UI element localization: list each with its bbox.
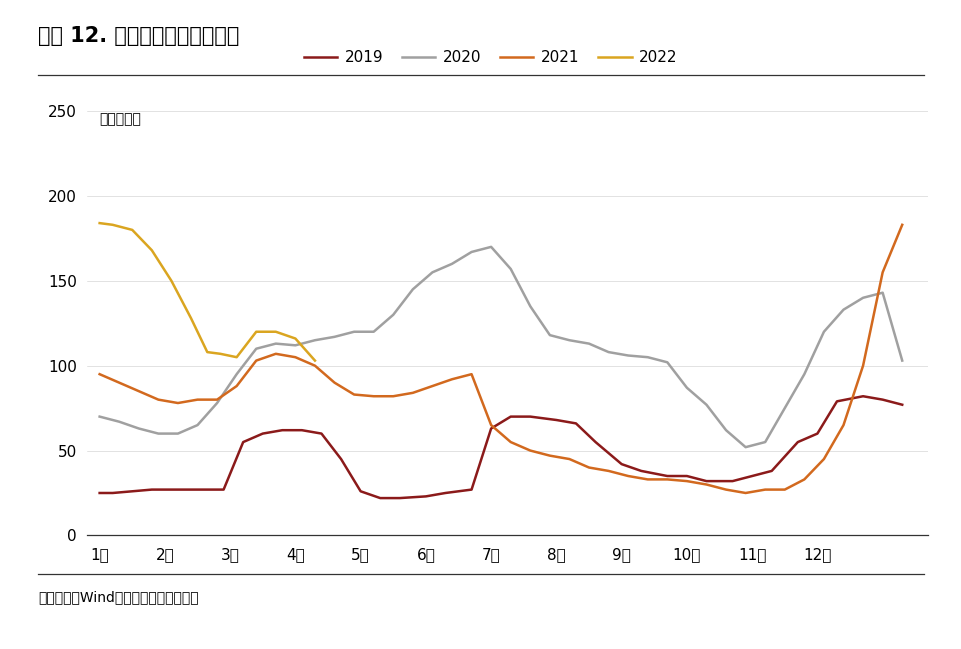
Legend: 2019, 2020, 2021, 2022: 2019, 2020, 2021, 2022 [297,44,683,71]
Text: 资料来源：Wind，东亚前海证券研究所: 资料来源：Wind，东亚前海证券研究所 [38,591,199,605]
Text: 图表 12. 纯碱库存呈季节性变化: 图表 12. 纯碱库存呈季节性变化 [38,26,239,46]
Text: 单位：万吨: 单位：万吨 [99,112,141,126]
